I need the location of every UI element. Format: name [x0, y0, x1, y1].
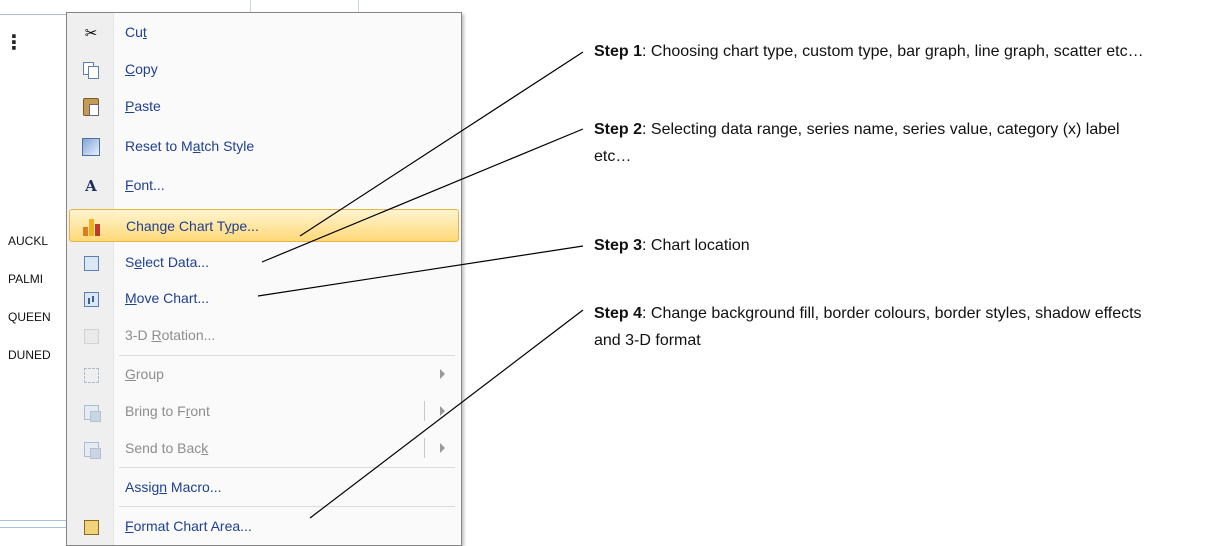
menu-item-assign-macro[interactable]: Assign Macro...: [69, 471, 459, 504]
menu-item-reset-to-match-style[interactable]: Reset to Match Style: [69, 130, 459, 163]
row-label: AUCKL: [8, 234, 49, 248]
step-title: Step 2: [594, 121, 643, 138]
group-icon: [81, 365, 101, 385]
menu-item-label: Reset to Match Style: [125, 138, 255, 154]
scissors-icon: ✂: [84, 23, 98, 42]
submenu-arrow-icon: [440, 443, 445, 453]
row-label: PALMI: [8, 272, 44, 286]
submenu-arrow-icon: [440, 369, 445, 379]
menu-item-format-chart-area[interactable]: Format Chart Area...: [69, 510, 459, 543]
chart-resize-handle-icon[interactable]: ⋮: [4, 30, 24, 54]
grid-line: [250, 0, 251, 14]
menu-item-3d-rotation: 3-D Rotation...: [69, 319, 459, 352]
menu-item-label: Send to Back: [125, 440, 209, 456]
split-button-divider: [424, 401, 425, 421]
menu-item-label: Paste: [125, 98, 161, 114]
bring-to-front-icon: [81, 402, 101, 422]
menu-item-bring-to-front: Bring to Front: [69, 395, 459, 428]
menu-item-paste[interactable]: Paste: [69, 90, 459, 123]
font-icon: A: [85, 176, 97, 195]
menu-item-label: Copy: [125, 61, 158, 77]
row-label: QUEEN: [8, 310, 51, 324]
menu-item-label: Change Chart Type...: [126, 218, 259, 234]
leader-line-step-2: [261, 128, 584, 263]
step-text: : Choosing chart type, custom type, bar …: [642, 43, 1144, 60]
menu-item-label: Cut: [125, 24, 147, 40]
menu-item-label: 3-D Rotation...: [125, 327, 216, 343]
step-title: Step 4: [594, 305, 643, 322]
menu-item-label: Select Data...: [125, 254, 210, 270]
grid-line: [358, 0, 359, 14]
step-text: : Change background fill, border colours…: [594, 305, 1142, 349]
split-button-divider: [424, 438, 425, 458]
submenu-arrow-icon: [440, 406, 445, 416]
leader-line-step-4: [309, 309, 584, 519]
menu-item-cut[interactable]: ✂ Cut: [69, 16, 459, 49]
paste-icon: [81, 97, 101, 117]
menu-item-copy[interactable]: Copy: [69, 53, 459, 86]
reset-style-icon: [81, 137, 101, 157]
spreadsheet-fragment: ⋮ AUCKL PALMI QUEEN DUNED: [0, 0, 190, 546]
format-chart-area-icon: [81, 517, 101, 537]
copy-icon: [81, 60, 101, 80]
menu-separator: [119, 467, 455, 468]
menu-item-label: Assign Macro...: [125, 479, 222, 495]
chart-type-icon: [82, 217, 102, 237]
menu-item-label: Format Chart Area...: [125, 518, 252, 534]
menu-item-label: Move Chart...: [125, 290, 210, 306]
step-4-annotation: Step 4: Change background fill, border c…: [594, 300, 1154, 354]
step-text: : Selecting data range, series name, ser…: [594, 121, 1120, 165]
row-label: DUNED: [8, 348, 51, 362]
step-title: Step 1: [594, 43, 643, 60]
step-title: Step 3: [594, 237, 643, 254]
menu-separator: [119, 506, 455, 507]
menu-item-send-to-back: Send to Back: [69, 432, 459, 465]
rotation-3d-icon: [81, 326, 101, 346]
menu-item-change-chart-type[interactable]: Change Chart Type...: [69, 209, 459, 242]
menu-item-move-chart[interactable]: Move Chart...: [69, 282, 459, 315]
menu-item-select-data[interactable]: Select Data...: [69, 246, 459, 279]
leader-line-step-3: [257, 245, 584, 297]
menu-separator: [119, 355, 455, 356]
step-text: : Chart location: [642, 237, 750, 254]
menu-item-label: Group: [125, 366, 164, 382]
menu-item-label: Font...: [125, 177, 165, 193]
step-1-annotation: Step 1: Choosing chart type, custom type…: [594, 38, 1154, 65]
leader-line-step-1: [299, 51, 584, 237]
send-to-back-icon: [81, 439, 101, 459]
step-2-annotation: Step 2: Selecting data range, series nam…: [594, 116, 1154, 170]
select-data-icon: [81, 253, 101, 273]
move-chart-icon: [81, 289, 101, 309]
step-3-annotation: Step 3: Chart location: [594, 232, 1154, 259]
menu-item-group: Group: [69, 358, 459, 391]
menu-item-label: Bring to Front: [125, 403, 210, 419]
menu-item-font[interactable]: A Font...: [69, 169, 459, 202]
context-menu: ✂ Cut Copy Paste Reset to Match Style A …: [66, 12, 462, 546]
chart-bottom-border: [0, 520, 66, 528]
